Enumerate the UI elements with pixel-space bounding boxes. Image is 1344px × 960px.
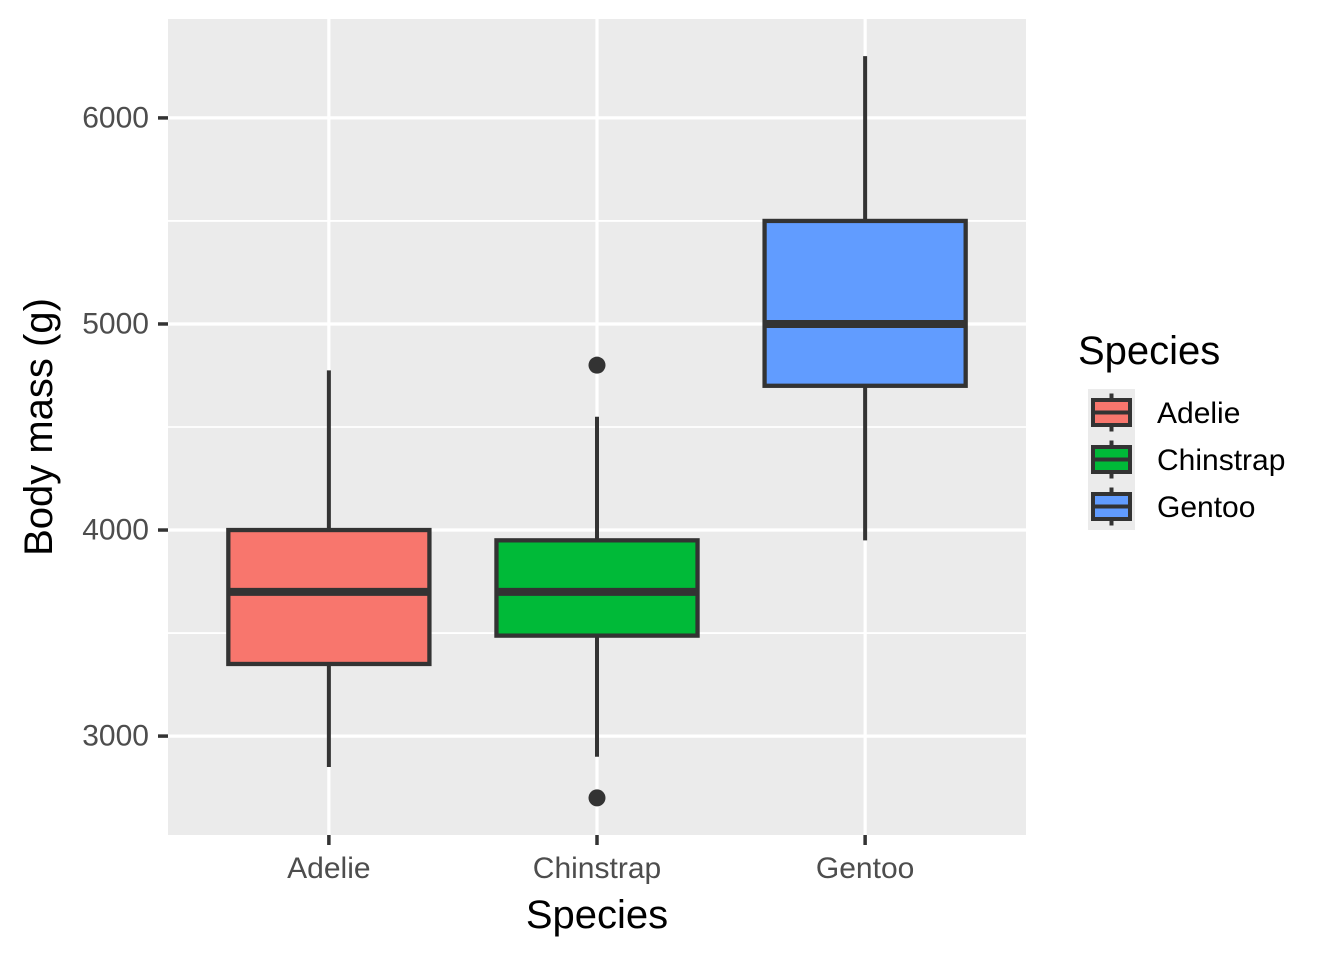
x-tick-label-adelie: Adelie bbox=[287, 852, 370, 885]
legend-label-chinstrap: Chinstrap bbox=[1157, 444, 1285, 477]
outlier-point-chinstrap bbox=[588, 356, 606, 374]
box-gentoo bbox=[762, 218, 968, 388]
legend-label-gentoo: Gentoo bbox=[1157, 491, 1255, 524]
x-tick-label-chinstrap: Chinstrap bbox=[533, 852, 661, 885]
y-axis-title: Body mass (g) bbox=[17, 298, 61, 556]
legend-title: Species bbox=[1078, 329, 1220, 373]
outlier-point-chinstrap bbox=[588, 789, 606, 807]
y-tick-label: 6000 bbox=[82, 101, 149, 134]
x-tick-label-gentoo: Gentoo bbox=[816, 852, 914, 885]
y-tick-label: 4000 bbox=[82, 514, 149, 547]
box-adelie bbox=[226, 527, 432, 667]
y-tick-label: 3000 bbox=[82, 720, 149, 753]
legend-label-adelie: Adelie bbox=[1157, 397, 1240, 430]
x-axis-title: Species bbox=[526, 893, 668, 937]
y-tick-label: 5000 bbox=[82, 307, 149, 340]
